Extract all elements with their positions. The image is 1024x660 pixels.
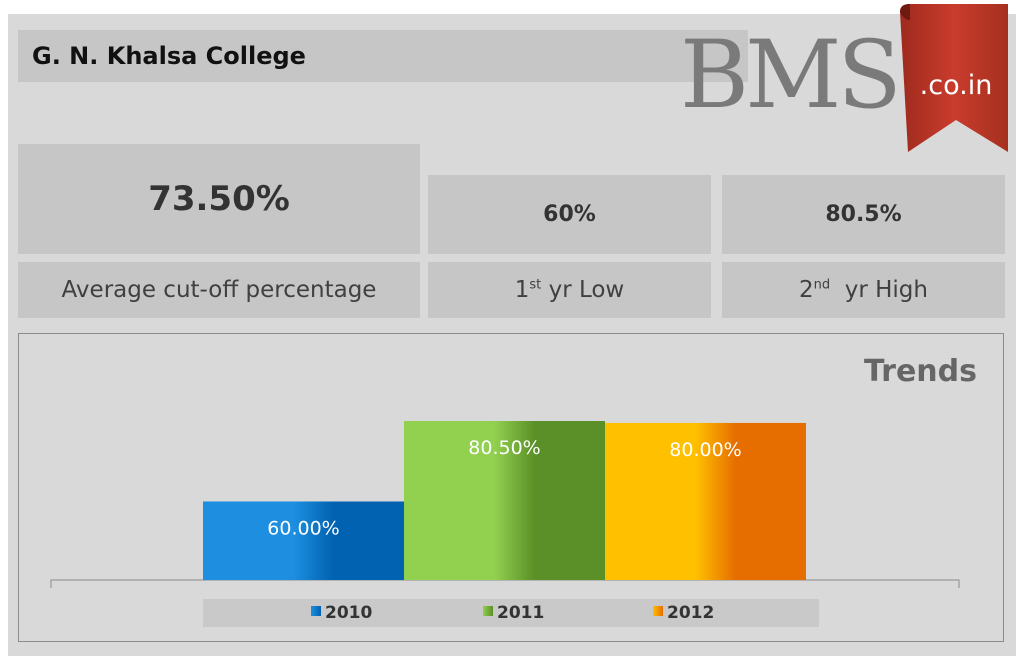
low-value-box: 60% <box>428 175 711 254</box>
high-label-number: 2 <box>798 277 814 303</box>
high-value-box: 80.5% <box>722 175 1005 254</box>
legend-label: 2012 <box>667 603 715 623</box>
bar-2010[interactable] <box>203 501 404 580</box>
legend-swatch-icon <box>483 606 493 616</box>
legend-swatch-icon <box>653 606 663 616</box>
low-value: 60% <box>543 202 596 227</box>
title-bar: G. N. Khalsa College <box>18 30 748 82</box>
legend-label: 2011 <box>497 603 545 623</box>
chart-legend: 2010 2011 2012 <box>203 599 819 627</box>
ribbon-logo-text: .co.in <box>919 70 993 101</box>
bar-label-2012: 80.00% <box>669 439 741 461</box>
bar-2012[interactable] <box>605 422 806 580</box>
bar-label-2011: 80.50% <box>468 437 540 459</box>
logo-text: BMS <box>680 21 902 130</box>
high-value: 80.5% <box>825 202 902 227</box>
average-value-box: 73.50% <box>18 144 420 254</box>
legend-item-2011: 2011 <box>483 599 544 627</box>
high-label: 2nd yr High <box>799 277 928 303</box>
trends-title: Trends <box>864 354 977 389</box>
low-label-box: 1st yr Low <box>428 262 711 318</box>
high-label-sup: nd <box>813 277 831 293</box>
x-axis-line <box>50 579 960 588</box>
average-label-box: Average cut-off percentage <box>18 262 420 318</box>
low-label-sup: st <box>529 277 542 293</box>
bar-label-2010: 60.00% <box>267 517 339 539</box>
low-label: 1st yr Low <box>515 277 625 303</box>
trends-panel: Trends 60.00% 80.50% 80.00% 2010 2011 2012 <box>18 333 1004 642</box>
legend-item-2010: 2010 <box>311 599 372 627</box>
legend-label: 2010 <box>325 603 373 623</box>
bar-2011[interactable] <box>404 421 605 580</box>
legend-swatch-icon <box>311 606 321 616</box>
low-label-number: 1 <box>514 277 530 303</box>
high-label-text: yr High <box>830 277 928 303</box>
legend-item-2012: 2012 <box>653 599 714 627</box>
low-label-text: yr Low <box>541 277 625 303</box>
ribbon-logo-icon <box>900 4 1008 152</box>
average-label: Average cut-off percentage <box>61 277 377 303</box>
trends-chart: 60.00% 80.50% 80.00% <box>50 421 960 588</box>
average-value: 73.50% <box>148 179 290 219</box>
page-title: G. N. Khalsa College <box>32 42 306 70</box>
high-label-box: 2nd yr High <box>722 262 1005 318</box>
